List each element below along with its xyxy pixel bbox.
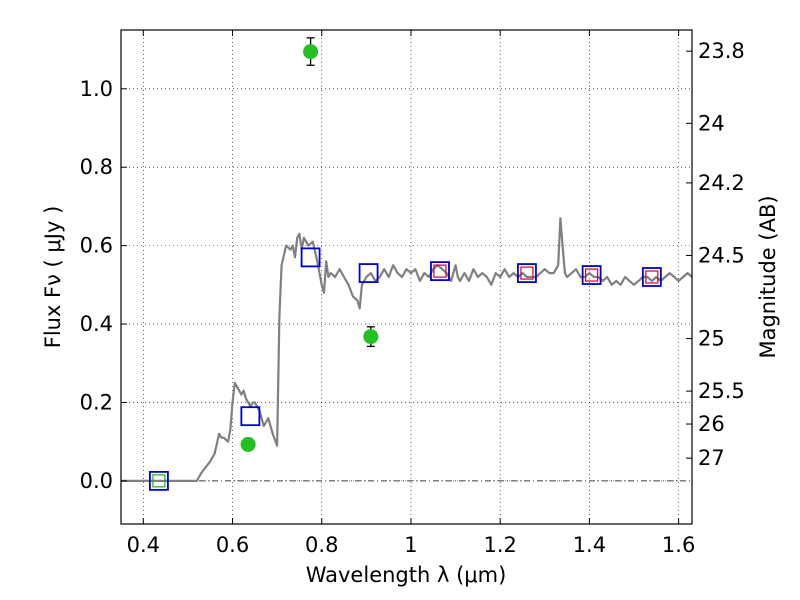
tick-labels: 0.4 0.6 0.8 1 1.2 1.4 1.6 0.0 0.2 0.4 0.6 0.8 1.0 23.… [80,39,745,557]
model-photometry-point [517,263,537,283]
observed-point [240,436,256,452]
y2-tick-label: 26 [698,412,725,436]
model-spectrum-line [121,217,693,482]
model-photometry-square [240,406,261,427]
y2-tick-label: 24.2 [698,171,745,195]
model-photometry-point [430,261,450,282]
y2-tick-label: 24.5 [698,243,745,267]
model-photometry-point [240,406,261,427]
x-tick-label: 0.8 [305,533,338,557]
model-photometry-square [430,261,450,282]
model-photometry-square [581,265,602,285]
model-photometry-square [641,267,662,287]
ticks [121,30,692,524]
model-photometry-point [300,247,321,268]
model-photometry-point [358,263,379,283]
model-photometry-square [149,470,169,491]
y2-tick-label: 27 [698,446,725,470]
y2-tick-label: 25 [698,327,725,351]
model-photometry-inner-red [433,264,447,278]
model-photometry-point [581,265,602,285]
plot-frame [120,29,693,525]
x-tick-label: 0.4 [127,533,160,557]
x-tick-label: 1.4 [573,533,606,557]
y-tick-label: 0.8 [80,155,113,179]
observed-marker [363,329,379,345]
observed-point [303,37,319,66]
observed-point [363,326,379,348]
model-photometry-inner-red [520,266,534,280]
model-photometry-square [300,247,321,268]
x-axis-title: Wavelength λ (μm) [306,563,507,587]
model-photometry-square [358,263,379,283]
x-tick-label: 0.6 [216,533,249,557]
x-tick-label: 1 [404,533,417,557]
y2-axis-title: Magnitude (AB) [756,195,780,358]
y-tick-label: 0.2 [80,390,113,414]
model-photometry-square [517,263,537,283]
y2-tick-label: 25.5 [698,379,745,403]
model-photometry-point [149,470,169,491]
y-tick-label: 0.4 [80,312,113,336]
observed-marker [303,44,319,60]
plot-area [121,37,693,491]
y2-tick-label: 23.8 [698,39,745,63]
y-tick-label: 0.0 [80,469,113,493]
model-photometry-inner-red [645,270,659,284]
observed-marker [240,436,256,452]
y2-tick-label: 24 [698,111,725,135]
x-tick-label: 1.6 [662,533,695,557]
model-photometry-inner-red [585,268,599,282]
y-tick-label: 1.0 [80,77,113,101]
model-photometry-point [641,267,662,287]
y-tick-label: 0.6 [80,234,113,258]
x-tick-label: 1.2 [483,533,516,557]
model-photometry-inner-green [152,474,166,488]
y-axis-title: Flux Fν ( μJy ) [41,206,65,349]
